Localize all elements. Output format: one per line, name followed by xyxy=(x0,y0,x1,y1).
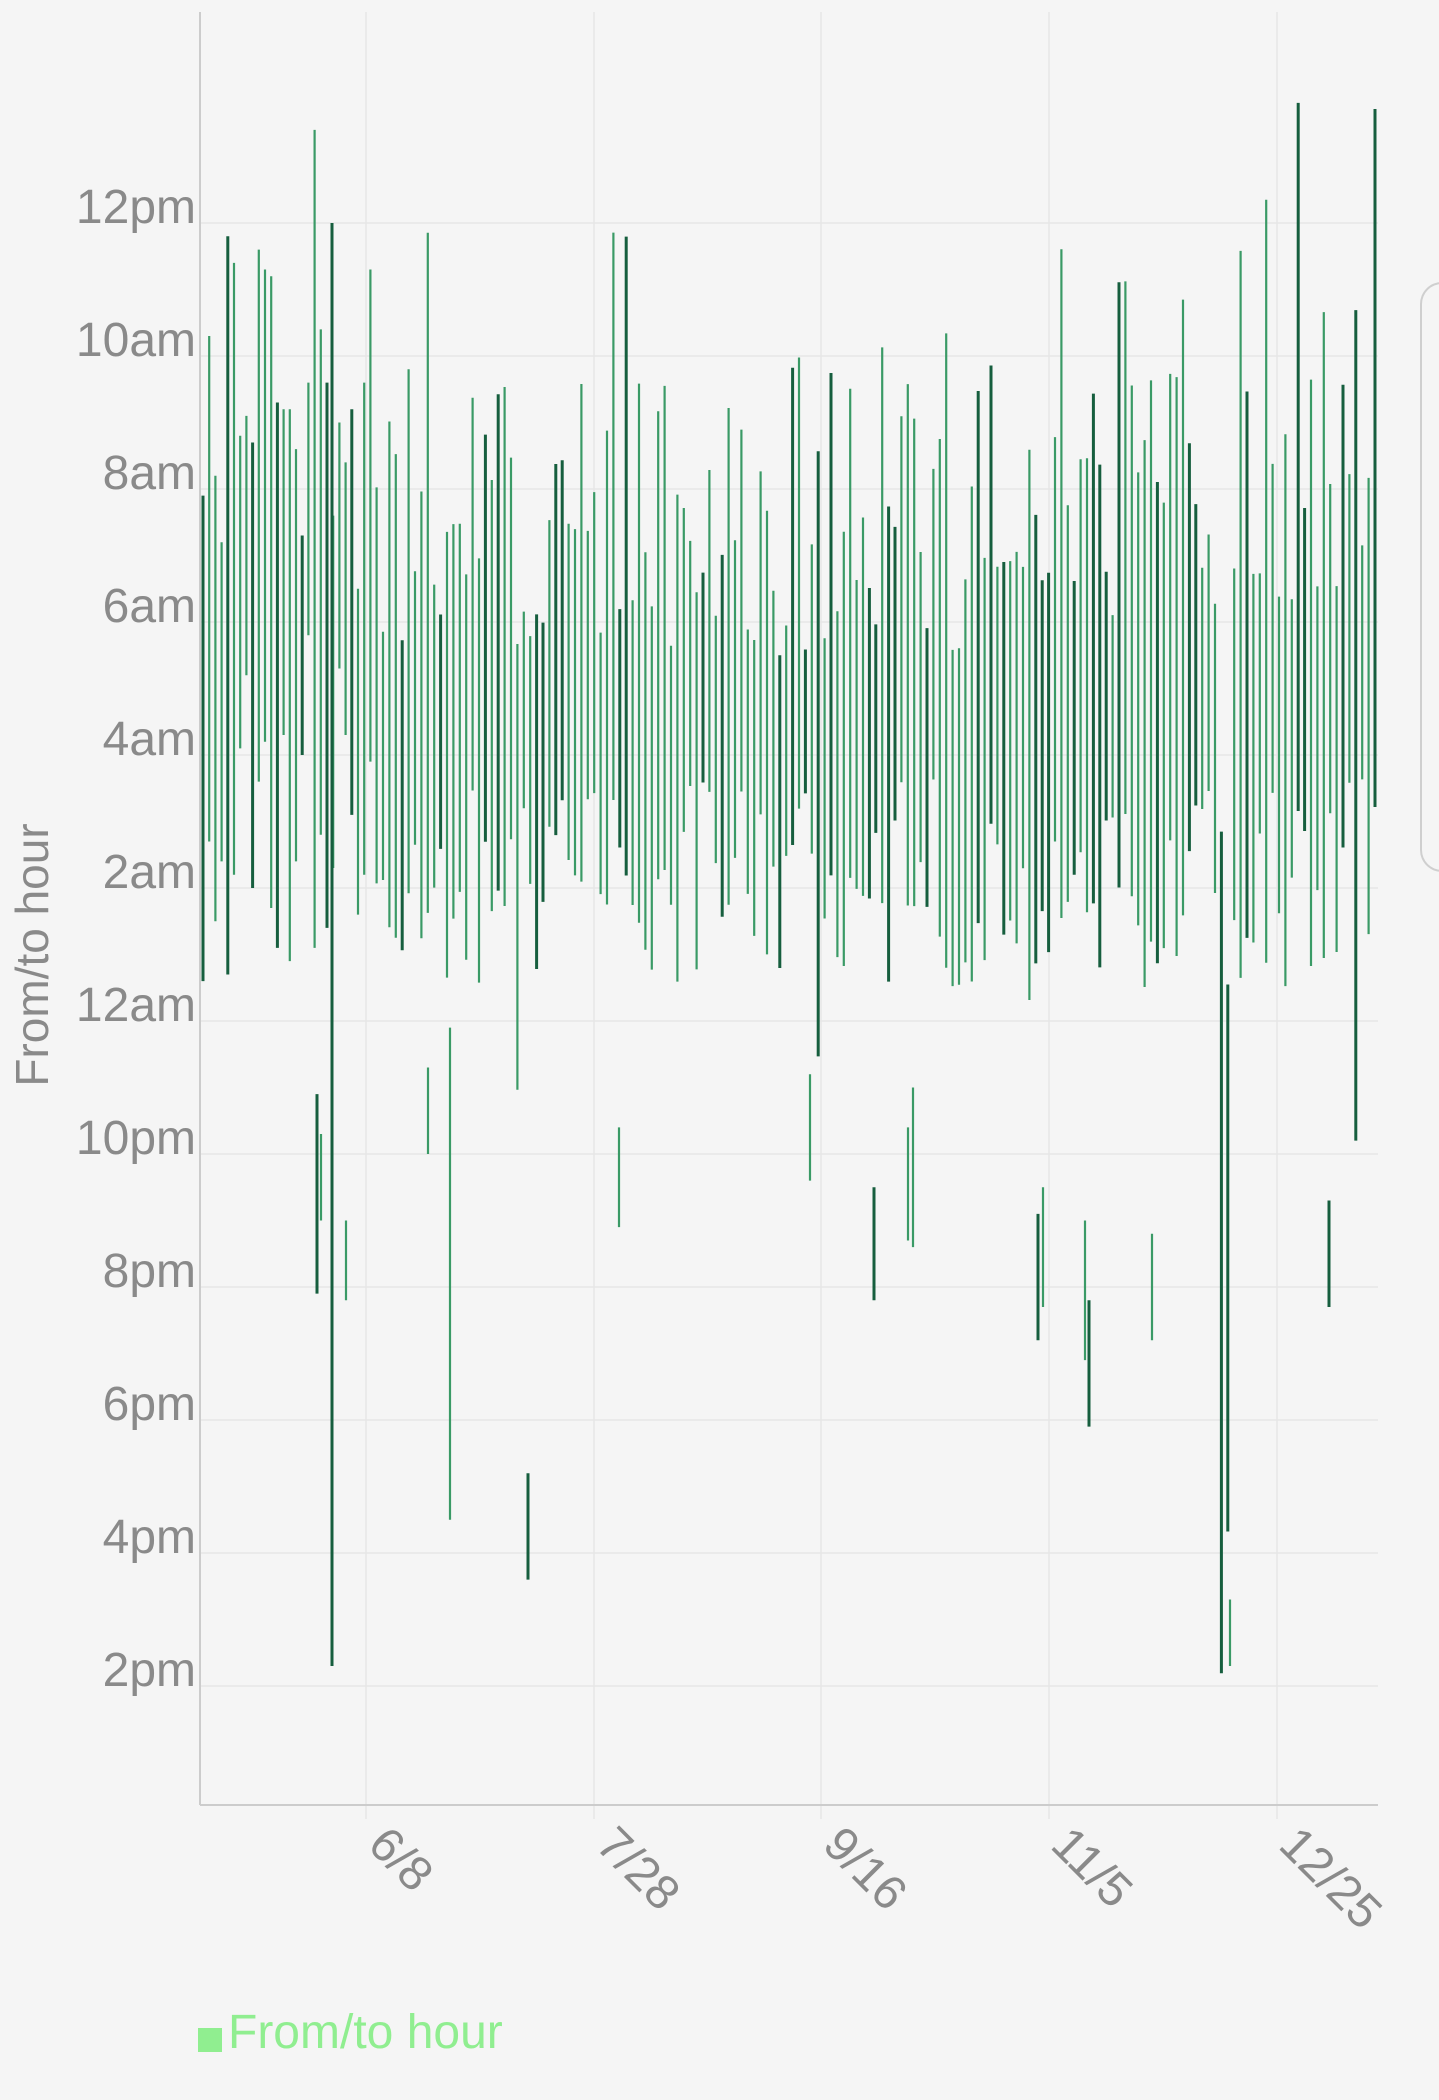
y-tick-label: 12pm xyxy=(76,181,196,234)
y-tick-label: 8am xyxy=(103,447,196,500)
y-tick-label: 12am xyxy=(76,979,196,1032)
legend-label: From/to hour xyxy=(228,2006,503,2059)
legend: From/to hour xyxy=(198,2005,503,2060)
y-tick-label: 2pm xyxy=(103,1644,196,1697)
axes xyxy=(199,12,1378,1806)
x-tick-label: 7/28 xyxy=(586,1817,690,1921)
y-tick-label: 8pm xyxy=(103,1245,196,1298)
y-tick-label: 6pm xyxy=(103,1378,196,1431)
x-tick-label: 6/8 xyxy=(358,1817,443,1902)
x-tick-label: 9/16 xyxy=(813,1817,917,1921)
legend-swatch xyxy=(198,2027,222,2052)
y-tick-label: 2am xyxy=(103,846,196,899)
y-tick-label: 6am xyxy=(103,580,196,633)
y-tick-labels: 2pm 4pm 6pm 8pm 10pm 12am 2am 4am 6am 8am 10am 12pm xyxy=(76,181,196,1697)
side-panel-edge[interactable] xyxy=(1420,282,1439,872)
y-tick-label: 10am xyxy=(76,314,196,367)
x-tick-labels: 6/8 7/28 9/16 11/5 12/25 xyxy=(358,1817,1391,1939)
y-tick-label: 4am xyxy=(103,713,196,766)
y-tick-label: 4pm xyxy=(103,1511,196,1564)
x-tick-label: 12/25 xyxy=(1269,1817,1391,1939)
range-bars xyxy=(201,102,1377,1674)
x-tick-label: 11/5 xyxy=(1041,1817,1142,1918)
y-axis-title: From/to hour xyxy=(6,823,58,1086)
gridlines xyxy=(200,12,1378,1819)
y-tick-label: 10pm xyxy=(76,1112,196,1165)
